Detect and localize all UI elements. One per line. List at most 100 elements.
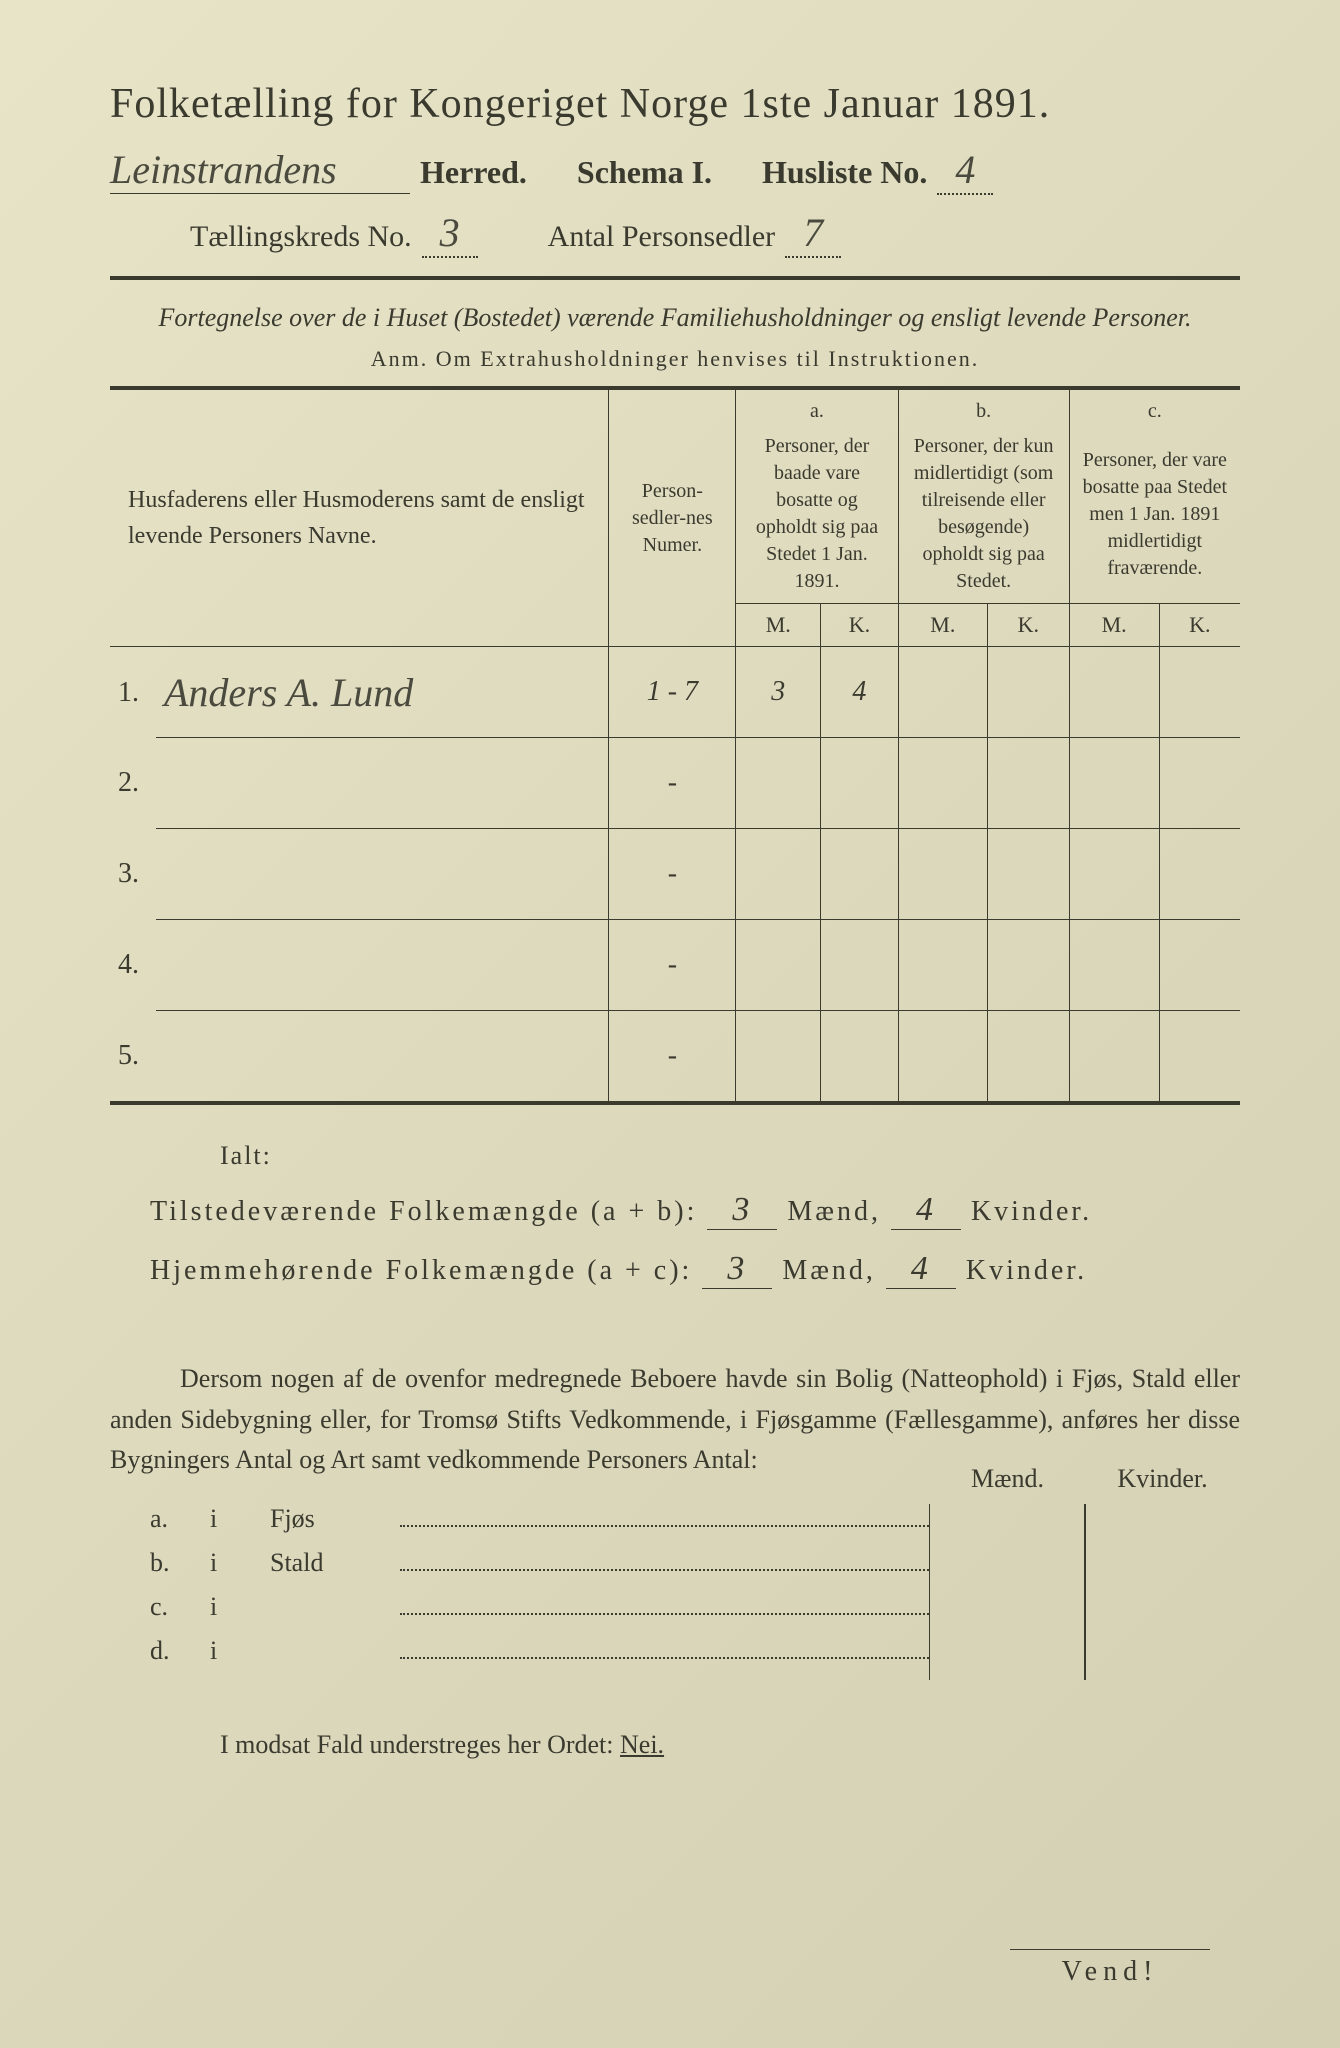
- col-a-header: Personer, der baade vare bosatte og opho…: [736, 425, 898, 604]
- row-am: 3: [736, 647, 821, 738]
- husliste-no: 4: [937, 146, 993, 195]
- side-row: d.i: [110, 1636, 929, 1666]
- row-number: 3.: [110, 829, 156, 920]
- row-num: -: [609, 738, 736, 829]
- side-right: Mænd. Kvinder.: [929, 1504, 1240, 1680]
- side-table: a.iFjøsb.iStaldc.id.i Mænd. Kvinder.: [110, 1504, 1240, 1680]
- row-cm: [1069, 738, 1159, 829]
- col-a-m: M.: [736, 604, 821, 647]
- kreds-no: 3: [422, 209, 478, 258]
- col-b-m: M.: [898, 604, 987, 647]
- side-a: d.: [110, 1636, 210, 1666]
- table-row: 4. -: [110, 920, 1240, 1011]
- row-ck: [1159, 1011, 1240, 1104]
- herred-handwritten: Leinstrandens: [110, 146, 410, 194]
- main-table: Husfaderens eller Husmoderens samt de en…: [110, 386, 1240, 1105]
- col-b-k: K.: [988, 604, 1070, 647]
- row-ak: [821, 920, 898, 1011]
- side-dots: [400, 1612, 929, 1615]
- sum2-m: 3: [702, 1250, 772, 1289]
- row-bm: [898, 829, 987, 920]
- rule-1: [110, 276, 1240, 280]
- row-bm: [898, 920, 987, 1011]
- row-am: [736, 1011, 821, 1104]
- row-num: -: [609, 920, 736, 1011]
- vend-label: Vend!: [1010, 1949, 1210, 1988]
- side-i: i: [210, 1592, 270, 1622]
- nei-pre: I modsat Fald understreges her Ordet:: [220, 1730, 620, 1759]
- row-num: -: [609, 829, 736, 920]
- anm-note: Anm. Om Extrahusholdninger henvises til …: [110, 346, 1240, 372]
- table-row: 3. -: [110, 829, 1240, 920]
- kreds-label: Tællingskreds No.: [190, 220, 412, 254]
- side-header: Mænd. Kvinder.: [930, 1464, 1240, 1494]
- col-name-text: Husfaderens eller Husmoderens samt de en…: [128, 487, 585, 549]
- col-c-k: K.: [1159, 604, 1240, 647]
- sum2-kvinder: Kvinder.: [966, 1255, 1087, 1286]
- subtitle: Fortegnelse over de i Huset (Bostedet) v…: [110, 300, 1240, 336]
- bolig-paragraph: Dersom nogen af de ovenfor medregnede Be…: [110, 1359, 1240, 1480]
- row-name: [156, 738, 609, 829]
- sum-line-1: Tilstedeværende Folkemængde (a + b): 3 M…: [110, 1191, 1240, 1230]
- page-title: Folketælling for Kongeriget Norge 1ste J…: [110, 80, 1240, 128]
- side-i: i: [210, 1636, 270, 1666]
- side-col-m: [930, 1504, 1084, 1680]
- col-b-header: Personer, der kun midlertidigt (som tilr…: [898, 425, 1069, 604]
- row-bm: [898, 1011, 987, 1104]
- col-c-top: c.: [1069, 388, 1240, 425]
- row-cm: [1069, 829, 1159, 920]
- ialt-label: Ialt:: [110, 1141, 1240, 1171]
- census-form-page: Folketælling for Kongeriget Norge 1ste J…: [0, 0, 1340, 2048]
- row-ak: 4: [821, 647, 898, 738]
- nei-word: Nei.: [620, 1730, 664, 1759]
- row-number: 5.: [110, 1011, 156, 1104]
- table-row: 1.Anders A. Lund1 - 734: [110, 647, 1240, 738]
- side-i: i: [210, 1548, 270, 1578]
- row-bk: [988, 920, 1070, 1011]
- col-num-header: Person-sedler-nes Numer.: [609, 388, 736, 647]
- col-c-header: Personer, der vare bosatte paa Stedet me…: [1069, 425, 1240, 604]
- table-row: 5.-: [110, 1011, 1240, 1104]
- row-am: [736, 829, 821, 920]
- sum1-k: 4: [891, 1191, 961, 1230]
- row-cm: [1069, 920, 1159, 1011]
- sum1-kvinder: Kvinder.: [971, 1196, 1092, 1227]
- row-am: [736, 738, 821, 829]
- row-num: 1 - 7: [609, 647, 736, 738]
- side-dots: [400, 1656, 929, 1659]
- sum2-maend: Mænd,: [782, 1255, 876, 1286]
- row-number: 4.: [110, 920, 156, 1011]
- side-row: c.i: [110, 1592, 929, 1622]
- side-row: b.iStald: [110, 1548, 929, 1578]
- sum2-k: 4: [886, 1250, 956, 1289]
- row-bm: [898, 647, 987, 738]
- row-bk: [988, 647, 1070, 738]
- side-i: i: [210, 1504, 270, 1534]
- row-bk: [988, 829, 1070, 920]
- side-cat: Fjøs: [270, 1504, 400, 1534]
- table-row: 2. -: [110, 738, 1240, 829]
- row-ck: [1159, 647, 1240, 738]
- side-hdr-k: Kvinder.: [1085, 1464, 1240, 1494]
- row-bm: [898, 738, 987, 829]
- row-cm: [1069, 647, 1159, 738]
- sum1-m: 3: [707, 1191, 777, 1230]
- personsedler-label: Antal Personsedler: [548, 220, 775, 254]
- row-ck: [1159, 829, 1240, 920]
- row-ck: [1159, 738, 1240, 829]
- row-name: [156, 1011, 609, 1104]
- side-left: a.iFjøsb.iStaldc.id.i: [110, 1504, 929, 1680]
- row-name: [156, 829, 609, 920]
- nei-line: I modsat Fald understreges her Ordet: Ne…: [110, 1730, 1240, 1760]
- row-name: [156, 920, 609, 1011]
- col-c-m: M.: [1069, 604, 1159, 647]
- col-name-header: Husfaderens eller Husmoderens samt de en…: [110, 388, 609, 647]
- side-col-k: [1086, 1504, 1240, 1680]
- col-b-top: b.: [898, 388, 1069, 425]
- row-bk: [988, 738, 1070, 829]
- row-number: 1.: [110, 647, 156, 738]
- side-a: a.: [110, 1504, 210, 1534]
- row-bk: [988, 1011, 1070, 1104]
- side-a: c.: [110, 1592, 210, 1622]
- row-number: 2.: [110, 738, 156, 829]
